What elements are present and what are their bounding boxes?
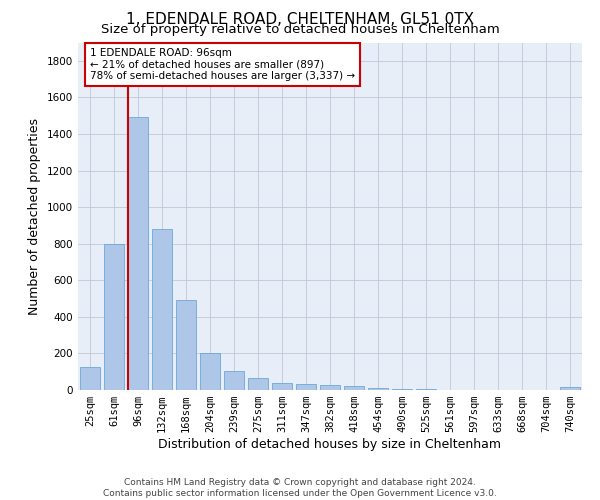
Bar <box>392 389 412 390</box>
Bar <box>104 244 124 390</box>
Bar <box>224 371 244 390</box>
Bar <box>176 300 196 390</box>
Bar <box>368 388 388 390</box>
Bar <box>152 229 172 390</box>
Bar <box>344 386 364 390</box>
Bar <box>320 384 340 390</box>
Y-axis label: Number of detached properties: Number of detached properties <box>28 118 41 315</box>
Text: 1 EDENDALE ROAD: 96sqm
← 21% of detached houses are smaller (897)
78% of semi-de: 1 EDENDALE ROAD: 96sqm ← 21% of detached… <box>90 48 355 81</box>
Bar <box>296 384 316 390</box>
X-axis label: Distribution of detached houses by size in Cheltenham: Distribution of detached houses by size … <box>158 438 502 451</box>
Bar <box>80 367 100 390</box>
Bar <box>248 378 268 390</box>
Text: Size of property relative to detached houses in Cheltenham: Size of property relative to detached ho… <box>101 24 499 36</box>
Bar <box>200 352 220 390</box>
Text: 1, EDENDALE ROAD, CHELTENHAM, GL51 0TX: 1, EDENDALE ROAD, CHELTENHAM, GL51 0TX <box>126 12 474 28</box>
Bar <box>128 118 148 390</box>
Text: Contains HM Land Registry data © Crown copyright and database right 2024.
Contai: Contains HM Land Registry data © Crown c… <box>103 478 497 498</box>
Bar <box>272 382 292 390</box>
Bar <box>560 388 580 390</box>
